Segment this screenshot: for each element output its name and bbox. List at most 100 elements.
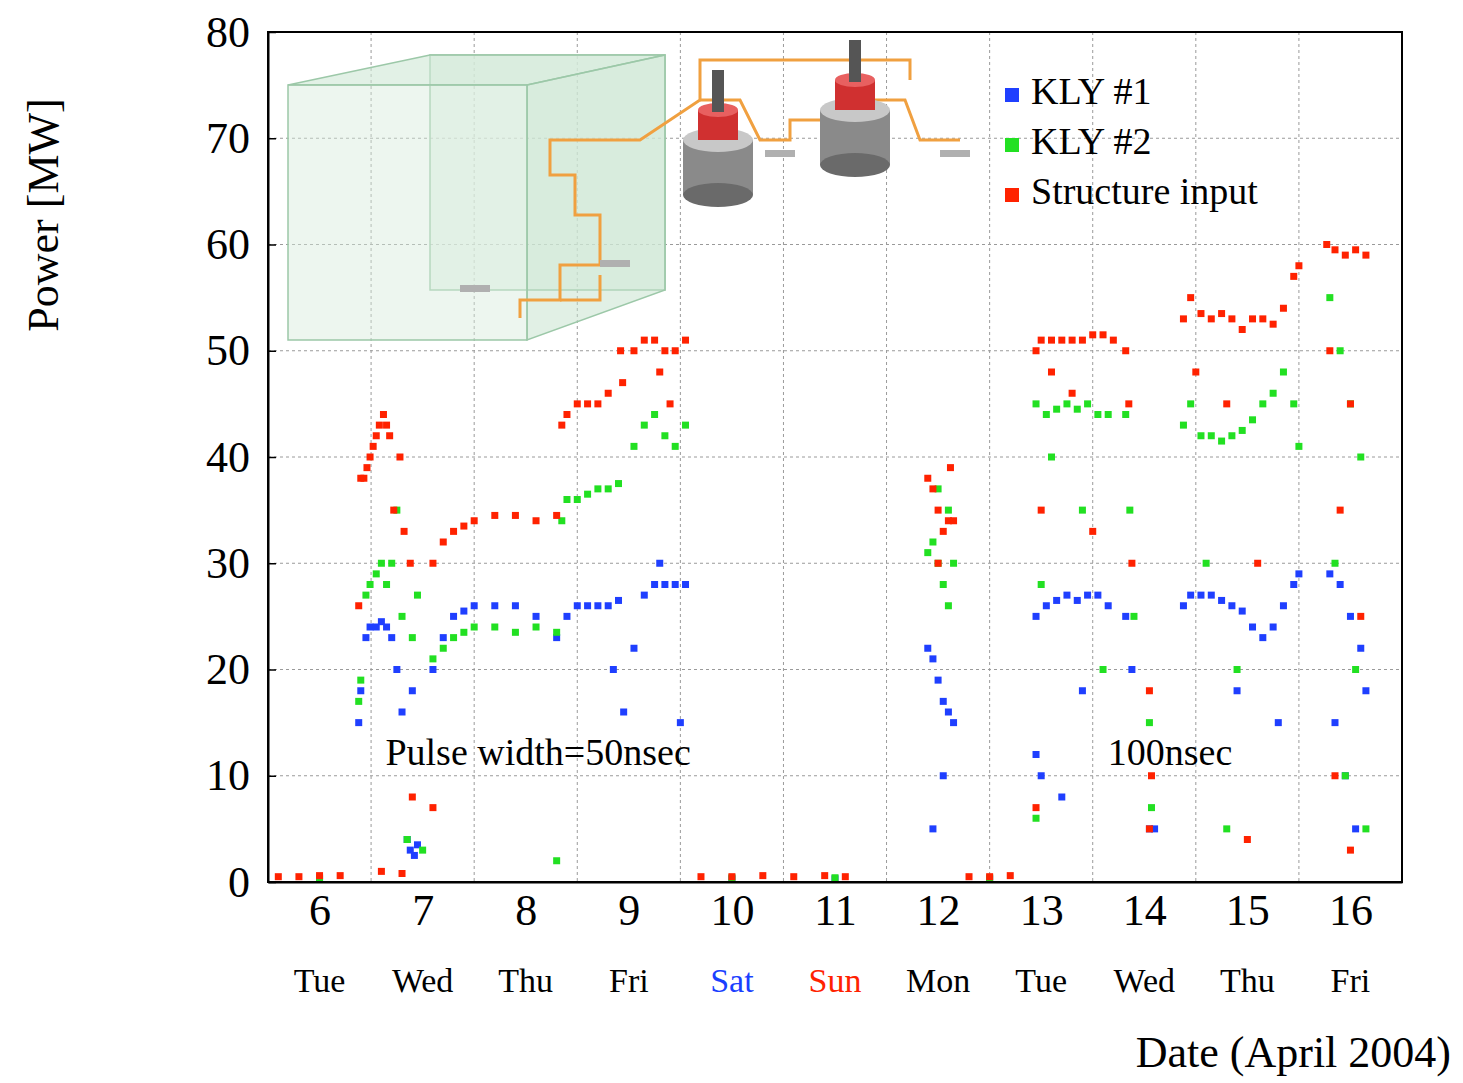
data-point xyxy=(450,528,457,535)
data-point xyxy=(1048,337,1055,344)
data-point xyxy=(950,560,957,567)
data-point xyxy=(1033,815,1040,822)
data-point xyxy=(940,581,947,588)
data-point xyxy=(1033,400,1040,407)
data-point xyxy=(1007,872,1014,879)
data-point xyxy=(1033,613,1040,620)
data-point xyxy=(1223,400,1230,407)
data-point xyxy=(1094,411,1101,418)
data-point xyxy=(401,528,408,535)
data-point xyxy=(1259,315,1266,322)
annotation: Pulse width=50nsec xyxy=(385,731,690,773)
data-point xyxy=(661,581,668,588)
data-point xyxy=(1180,315,1187,322)
x-tick-label: 14 xyxy=(1123,886,1167,935)
x-tick-label: 13 xyxy=(1020,886,1064,935)
data-point xyxy=(367,454,374,461)
data-point xyxy=(362,592,369,599)
data-point xyxy=(373,432,380,439)
data-point xyxy=(1105,411,1112,418)
data-point xyxy=(929,655,936,662)
data-point xyxy=(1069,390,1076,397)
data-point xyxy=(355,719,362,726)
data-point xyxy=(1337,347,1344,354)
data-point xyxy=(1218,310,1225,317)
x-tick-label: 7 xyxy=(412,886,434,935)
data-point xyxy=(945,602,952,609)
data-point xyxy=(450,613,457,620)
data-point xyxy=(574,400,581,407)
data-point xyxy=(399,709,406,716)
data-point xyxy=(429,804,436,811)
data-point xyxy=(1048,454,1055,461)
data-point xyxy=(1295,570,1302,577)
data-point xyxy=(1228,315,1235,322)
data-point xyxy=(1347,400,1354,407)
data-point xyxy=(1058,337,1065,344)
x-axis-line xyxy=(269,882,1403,884)
data-point xyxy=(393,666,400,673)
data-point xyxy=(1187,400,1194,407)
data-point xyxy=(940,772,947,779)
data-point xyxy=(1122,347,1129,354)
data-point xyxy=(1148,804,1155,811)
data-point xyxy=(563,496,570,503)
data-point xyxy=(409,687,416,694)
data-point xyxy=(1038,772,1045,779)
data-point xyxy=(1038,581,1045,588)
data-point xyxy=(924,549,931,556)
data-point xyxy=(471,602,478,609)
data-point xyxy=(404,836,411,843)
data-point xyxy=(966,873,973,880)
y-tick-label: 60 xyxy=(206,220,250,269)
x-axis-title: Date (April 2004) xyxy=(1136,1028,1451,1077)
data-point xyxy=(615,480,622,487)
data-point xyxy=(1038,337,1045,344)
data-point xyxy=(584,491,591,498)
data-point xyxy=(1259,400,1266,407)
x-tick: 8 xyxy=(515,882,537,935)
x-tick-label: 6 xyxy=(309,886,331,935)
y-tick-mark xyxy=(268,563,276,565)
grid-line-y xyxy=(268,457,1402,458)
data-point xyxy=(1105,602,1112,609)
data-point xyxy=(1079,687,1086,694)
data-point xyxy=(1180,422,1187,429)
data-point xyxy=(1122,613,1129,620)
data-point xyxy=(940,698,947,705)
legend: KLY #1KLY #2Structure input xyxy=(1005,70,1258,212)
data-point xyxy=(1074,597,1081,604)
data-point xyxy=(553,857,560,864)
data-point xyxy=(404,836,411,843)
plot-frame xyxy=(268,32,1402,882)
weekday-label: Sat xyxy=(710,962,754,999)
data-point xyxy=(360,475,367,482)
data-point xyxy=(950,517,957,524)
y-tick-mark xyxy=(268,244,276,246)
data-point xyxy=(929,485,936,492)
inset-box-side xyxy=(527,55,665,340)
x-tick: 12 xyxy=(917,882,961,935)
data-point xyxy=(533,517,540,524)
data-point xyxy=(1197,592,1204,599)
y-tick: 40 xyxy=(206,433,276,482)
data-point xyxy=(1146,825,1153,832)
data-point xyxy=(357,677,364,684)
data-point xyxy=(1079,337,1086,344)
data-point xyxy=(1234,687,1241,694)
data-point xyxy=(1323,241,1330,248)
data-point xyxy=(630,645,637,652)
data-point xyxy=(1203,560,1210,567)
data-point xyxy=(630,443,637,450)
data-point xyxy=(409,794,416,801)
data-point xyxy=(728,873,735,880)
inset-klystron-post xyxy=(712,70,724,112)
x-tick-label: 16 xyxy=(1329,886,1373,935)
data-point xyxy=(1290,273,1297,280)
data-point xyxy=(1326,570,1333,577)
y-tick: 70 xyxy=(206,114,276,163)
data-point xyxy=(1342,252,1349,259)
data-point xyxy=(672,581,679,588)
inset-box-front xyxy=(288,85,527,340)
data-point xyxy=(1126,507,1133,514)
